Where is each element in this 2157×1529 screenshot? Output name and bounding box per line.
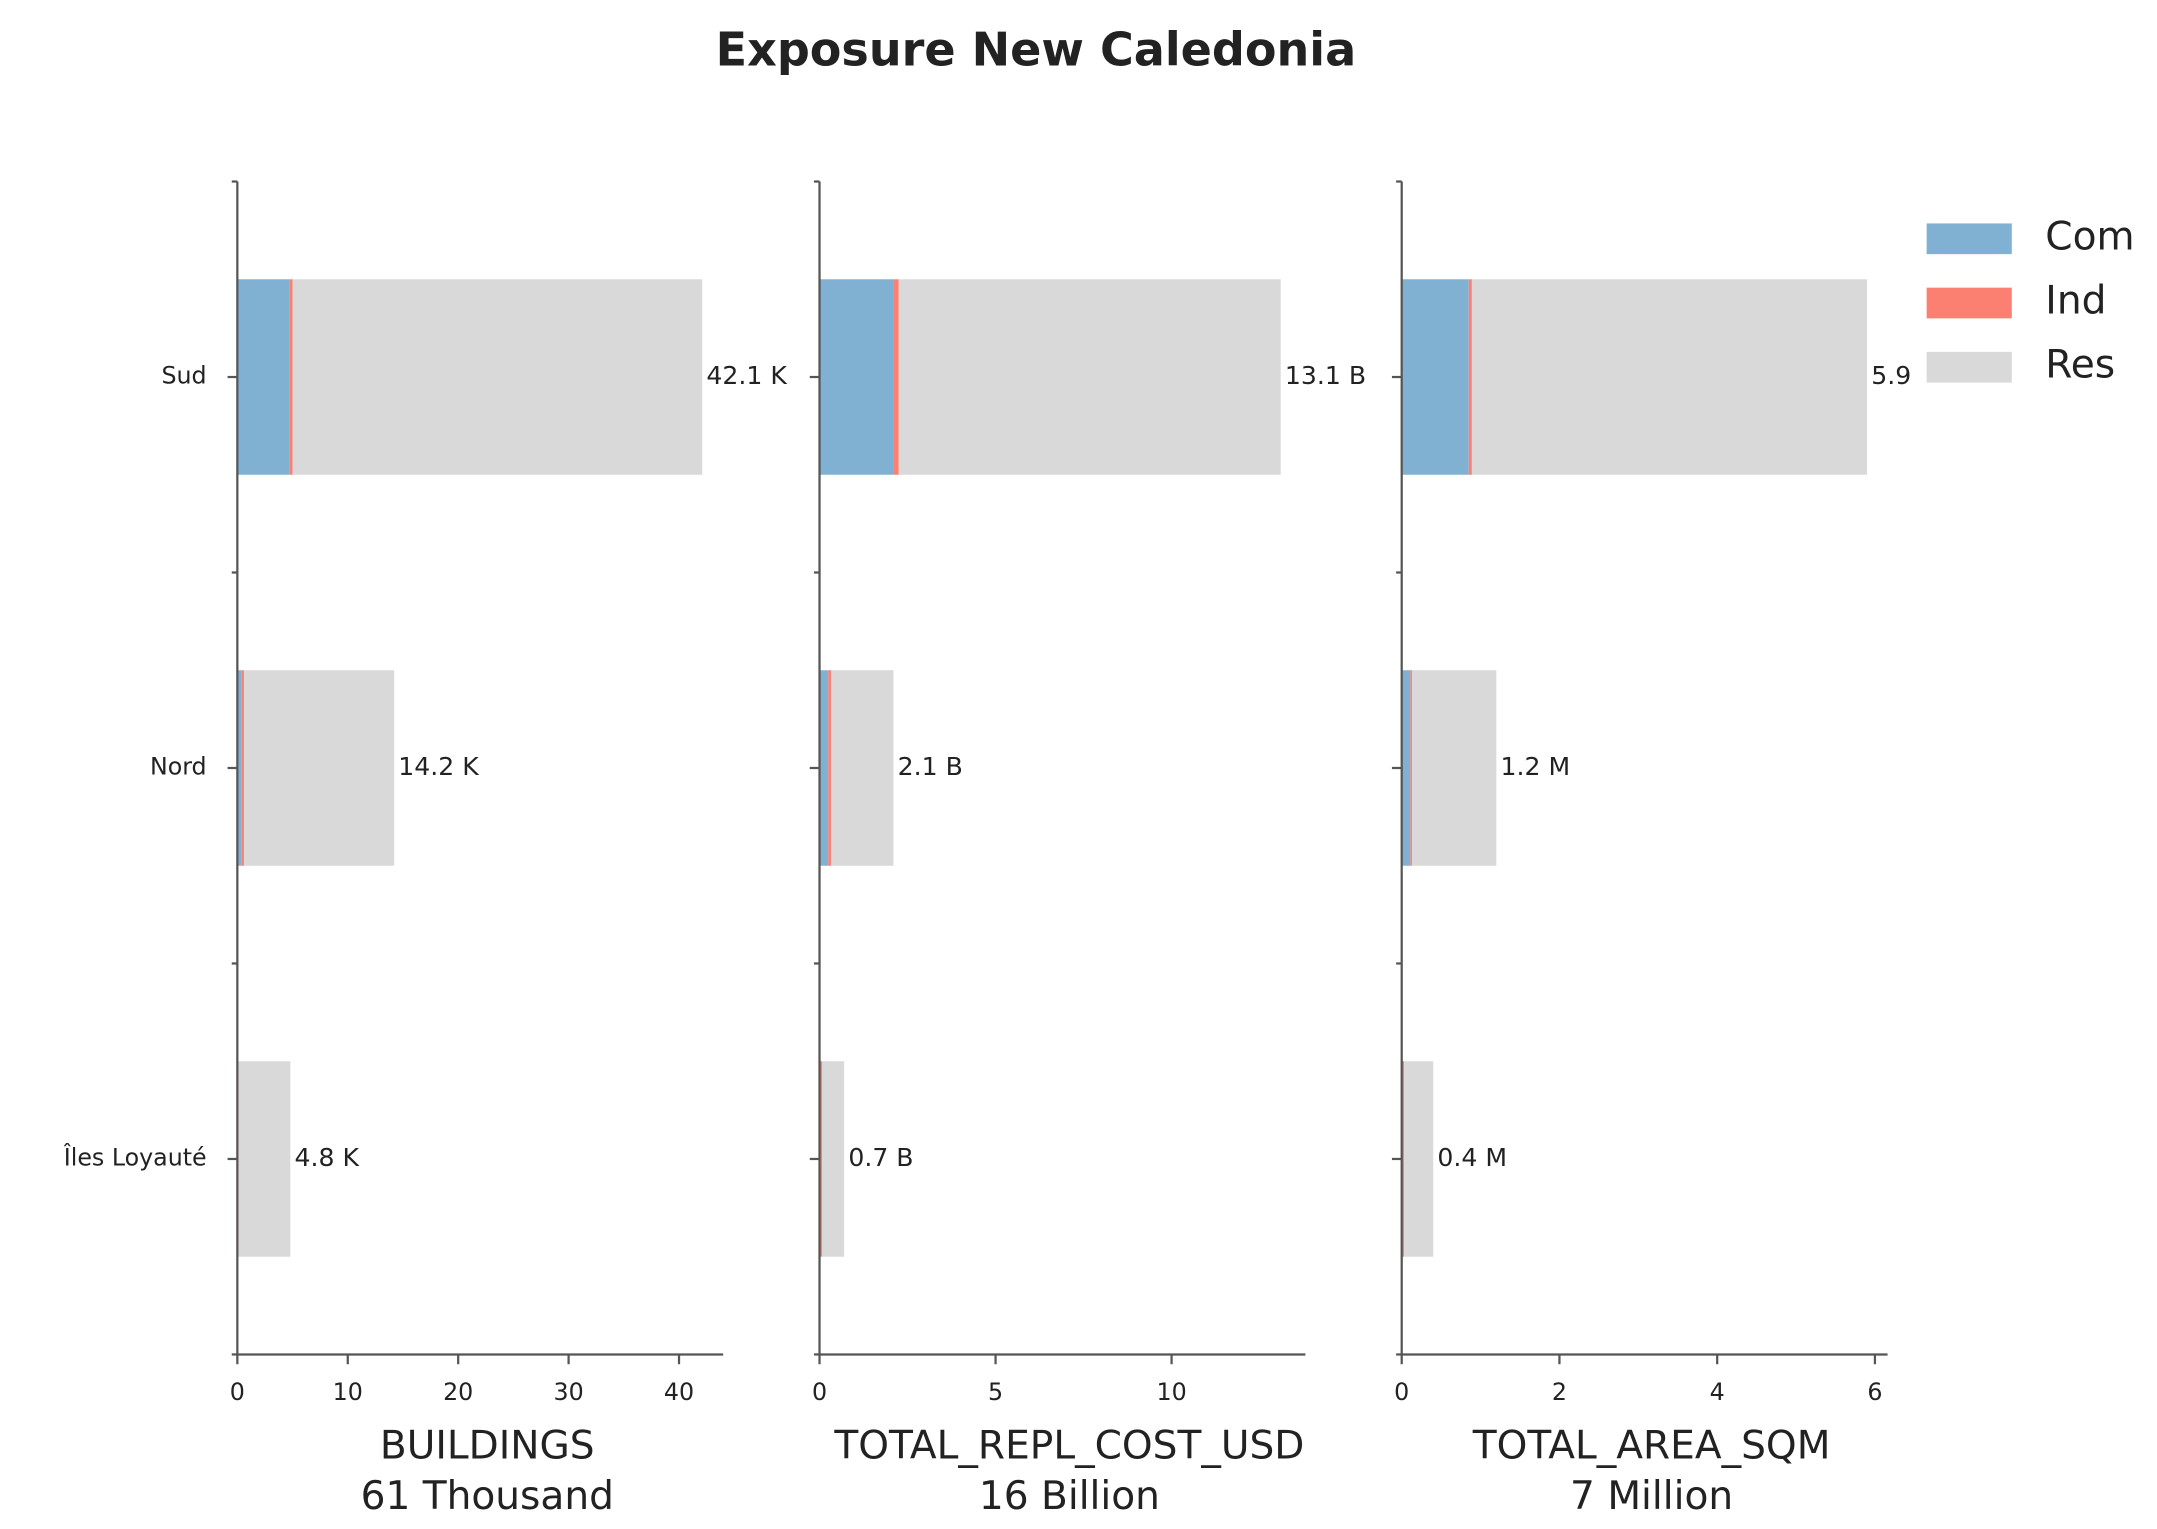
x-tick-label: 10 [1156,1378,1186,1406]
bar-segment [1401,670,1411,866]
bar-segment [820,1061,822,1257]
y-tick-label: Nord [150,752,207,780]
x-tick-label: 6 [1867,1378,1882,1406]
bar-segment [1471,279,1868,475]
x-tick-label: 20 [443,1378,473,1406]
x-axis-label: TOTAL_REPL_COST_USD [833,1424,1304,1469]
bar-segment [292,279,703,475]
bar-segment [1401,279,1469,475]
x-axis-label: BUILDINGS [380,1424,595,1469]
total-label: 4.8 K [295,1143,360,1172]
total-label: 42.1 K [706,361,787,390]
bar-segment [831,670,894,866]
legend-swatch [1926,287,2012,319]
bar-segment [1402,1061,1405,1257]
bar-segment [1468,279,1472,475]
x-axis-sublabel: 61 Thousand [361,1474,614,1519]
legend-swatch [1926,351,2012,383]
bar-segment [1404,1061,1434,1257]
total-label: 1.2 M [1501,752,1571,781]
total-label: 0.4 M [1437,1143,1507,1172]
x-tick-label: 0 [230,1378,245,1406]
x-tick-label: 4 [1710,1378,1725,1406]
bar-segment [238,1061,291,1257]
x-tick-label: 0 [1394,1378,1409,1406]
bar-segment [819,670,829,866]
total-label: 14.2 K [398,752,479,781]
x-axis-label: TOTAL_AREA_SQM [1472,1424,1831,1469]
bar-segment [237,670,242,866]
legend-label: Com [2045,214,2134,259]
bar-segment [241,670,244,866]
bar-segment [237,279,290,475]
x-tick-label: 10 [333,1378,363,1406]
x-axis-sublabel: 7 Million [1570,1474,1733,1519]
bar-segment [893,279,899,475]
bar-segment [1411,670,1497,866]
x-tick-label: 40 [664,1378,694,1406]
x-tick-label: 0 [812,1378,827,1406]
x-axis-sublabel: 16 Billion [979,1474,1160,1519]
bar-segment [821,1061,845,1257]
bar-segment [243,670,395,866]
bar-segment [828,670,832,866]
x-tick-label: 2 [1552,1378,1567,1406]
legend-swatch [1926,223,2012,255]
legend-label: Ind [2045,279,2106,324]
y-tick-label: Sud [161,362,206,390]
bar-segment [898,279,1281,475]
total-label: 13.1 B [1285,361,1366,390]
bar-segment [289,279,293,475]
x-tick-label: 30 [554,1378,584,1406]
y-tick-label: Îles Loyauté [63,1143,207,1171]
total-label: 2.1 B [898,752,963,781]
figure-title: Exposure New Caledonia [716,23,1357,77]
bar-segment [819,279,894,475]
bar-segment [1410,670,1412,866]
total-label: 0.7 B [848,1143,913,1172]
x-tick-label: 5 [988,1378,1003,1406]
legend-label: Res [2045,343,2115,388]
